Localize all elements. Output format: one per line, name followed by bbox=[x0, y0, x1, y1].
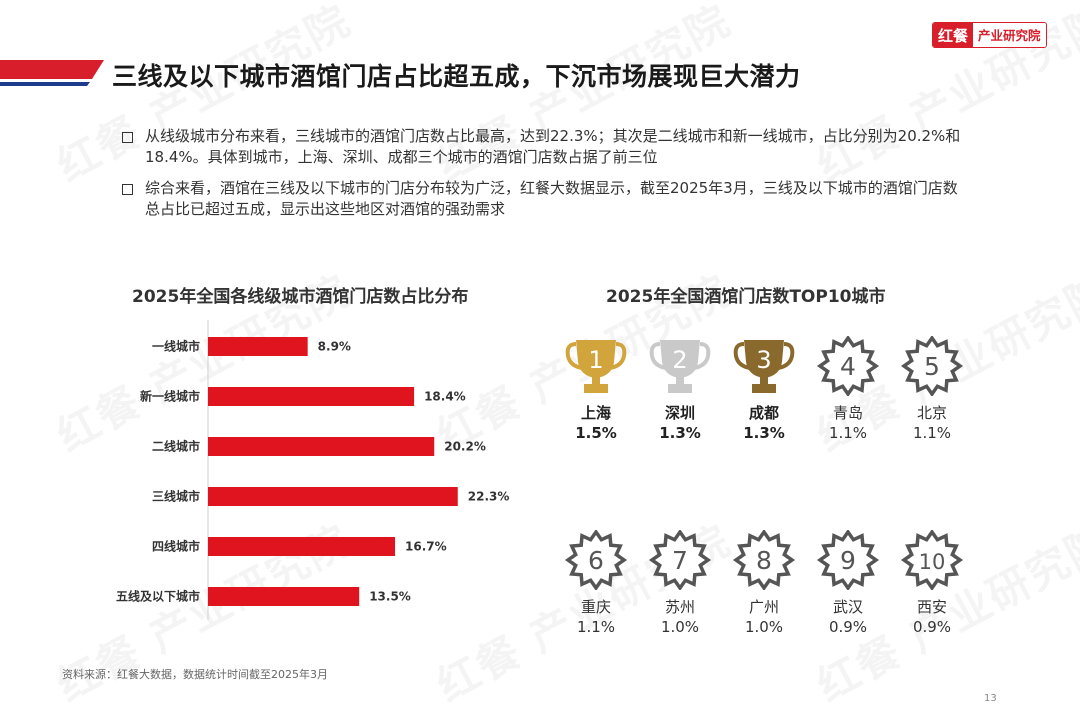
svg-text:9: 9 bbox=[840, 546, 856, 575]
title-accent-bar bbox=[0, 60, 104, 86]
bar bbox=[208, 437, 435, 456]
bar-chart: 一线城市 8.9% 新一线城市 18.4% 二线城市 20.2% 三线城市 22.3% 四线城市… bbox=[116, 320, 510, 620]
svg-text:10: 10 bbox=[919, 550, 946, 574]
value-label: 8.9% bbox=[318, 340, 351, 354]
rank-badge-icon: 9 bbox=[805, 530, 891, 590]
bar bbox=[208, 337, 308, 356]
top10-title: 2025年全国酒馆门店数TOP10城市 bbox=[606, 287, 886, 307]
svg-text:3: 3 bbox=[756, 346, 771, 374]
category-label: 二线城市 bbox=[152, 439, 200, 454]
city-name: 苏州 bbox=[664, 598, 695, 616]
gold-trophy-icon: 1 bbox=[553, 336, 639, 396]
city-share: 1.5% bbox=[575, 424, 617, 442]
bullet-square-icon bbox=[122, 132, 133, 143]
top-city-9: 9 武汉 0.9% bbox=[805, 530, 891, 638]
bullet-square-icon bbox=[122, 184, 133, 195]
svg-text:2: 2 bbox=[672, 346, 687, 374]
page-number: 13 bbox=[984, 693, 997, 704]
bronze-trophy-icon: 3 bbox=[721, 336, 807, 396]
city-name: 深圳 bbox=[664, 404, 695, 422]
rank-badge-icon: 7 bbox=[637, 530, 723, 590]
category-label: 五线及以下城市 bbox=[116, 589, 200, 604]
top-city-5: 5 北京 1.1% bbox=[889, 336, 975, 444]
value-label: 22.3% bbox=[468, 490, 510, 504]
category-label: 一线城市 bbox=[152, 339, 200, 354]
rank-badge-icon: 5 bbox=[889, 336, 975, 396]
bullet-item: 从线级城市分布来看，三线城市的酒馆门店数占比最高，达到22.3%；其次是二线城市… bbox=[122, 126, 962, 168]
city-name: 武汉 bbox=[832, 598, 863, 616]
category-label: 新一线城市 bbox=[140, 389, 200, 404]
city-share: 1.3% bbox=[659, 424, 701, 442]
silver-trophy-icon: 2 bbox=[637, 336, 723, 396]
top-city-4: 4 青岛 1.1% bbox=[805, 336, 891, 444]
city-share: 1.0% bbox=[744, 618, 784, 636]
city-name: 广州 bbox=[748, 598, 779, 616]
logo-org-text: 产业研究院 bbox=[973, 23, 1046, 47]
rank-badge-icon: 8 bbox=[721, 530, 807, 590]
city-share: 1.1% bbox=[828, 424, 868, 442]
svg-text:6: 6 bbox=[588, 546, 604, 575]
top-city-6: 6 重庆 1.1% bbox=[553, 530, 639, 638]
top-city-2: 2 深圳 1.3% bbox=[637, 336, 723, 444]
bullet-text: 从线级城市分布来看，三线城市的酒馆门店数占比最高，达到22.3%；其次是二线城市… bbox=[145, 127, 961, 166]
city-name: 上海 bbox=[580, 404, 611, 422]
category-label: 四线城市 bbox=[152, 539, 200, 554]
category-label: 三线城市 bbox=[152, 489, 200, 504]
value-label: 16.7% bbox=[405, 540, 447, 554]
bar-chart-title: 2025年全国各线级城市酒馆门店数占比分布 bbox=[132, 287, 469, 307]
svg-text:8: 8 bbox=[756, 546, 772, 575]
city-share: 1.1% bbox=[912, 424, 952, 442]
city-name: 成都 bbox=[748, 404, 779, 422]
bar bbox=[208, 387, 415, 406]
city-name: 青岛 bbox=[832, 404, 863, 422]
value-label: 18.4% bbox=[424, 390, 466, 404]
logo-brand-text: 红餐 bbox=[933, 23, 974, 47]
bar bbox=[208, 587, 360, 606]
top-city-7: 7 苏州 1.0% bbox=[637, 530, 723, 638]
rank-badge-icon: 10 bbox=[889, 530, 975, 590]
rank-badge-icon: 4 bbox=[805, 336, 891, 396]
top-city-3: 3 成都 1.3% bbox=[721, 336, 807, 444]
svg-text:7: 7 bbox=[672, 546, 688, 575]
bullet-text: 综合来看，酒馆在三线及以下城市的门店分布较为广泛，红餐大数据显示，截至2025年… bbox=[145, 179, 958, 218]
bar bbox=[208, 487, 458, 506]
summary-bullets: 从线级城市分布来看，三线城市的酒馆门店数占比最高，达到22.3%；其次是二线城市… bbox=[122, 126, 962, 230]
top-city-10: 10 西安 0.9% bbox=[889, 530, 975, 638]
city-share: 0.9% bbox=[828, 618, 868, 636]
city-name: 重庆 bbox=[580, 598, 611, 616]
value-label: 13.5% bbox=[369, 590, 411, 604]
city-share: 0.9% bbox=[912, 618, 952, 636]
brand-logo: 红餐 产业研究院 bbox=[932, 22, 1047, 48]
source-note: 资料来源：红餐大数据，数据统计时间截至2025年3月 bbox=[62, 668, 328, 681]
city-share: 1.3% bbox=[743, 424, 785, 442]
svg-text:4: 4 bbox=[840, 352, 856, 381]
top-city-1: 1 上海 1.5% bbox=[553, 336, 639, 444]
svg-text:1: 1 bbox=[588, 346, 603, 374]
page-title: 三线及以下城市酒馆门店占比超五成，下沉市场展现巨大潜力 bbox=[112, 62, 801, 91]
value-label: 20.2% bbox=[444, 440, 486, 454]
city-share: 1.0% bbox=[660, 618, 700, 636]
city-share: 1.1% bbox=[576, 618, 616, 636]
svg-text:5: 5 bbox=[924, 352, 940, 381]
rank-badge-icon: 6 bbox=[553, 530, 639, 590]
city-name: 北京 bbox=[916, 404, 947, 422]
city-name: 西安 bbox=[916, 598, 947, 616]
top-city-8: 8 广州 1.0% bbox=[721, 530, 807, 638]
bullet-item: 综合来看，酒馆在三线及以下城市的门店分布较为广泛，红餐大数据显示，截至2025年… bbox=[122, 178, 962, 220]
bar bbox=[208, 537, 396, 556]
